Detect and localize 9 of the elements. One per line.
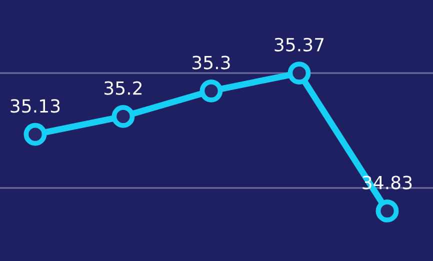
point bbox=[24, 122, 47, 146]
point bbox=[376, 199, 399, 222]
data-label: 35.3 bbox=[192, 56, 230, 70]
data-label: 35.2 bbox=[104, 81, 142, 95]
point bbox=[112, 104, 135, 128]
point bbox=[200, 79, 223, 102]
data-label: 35.37 bbox=[274, 38, 324, 52]
point bbox=[288, 62, 311, 84]
data-label: 35.13 bbox=[10, 99, 60, 113]
